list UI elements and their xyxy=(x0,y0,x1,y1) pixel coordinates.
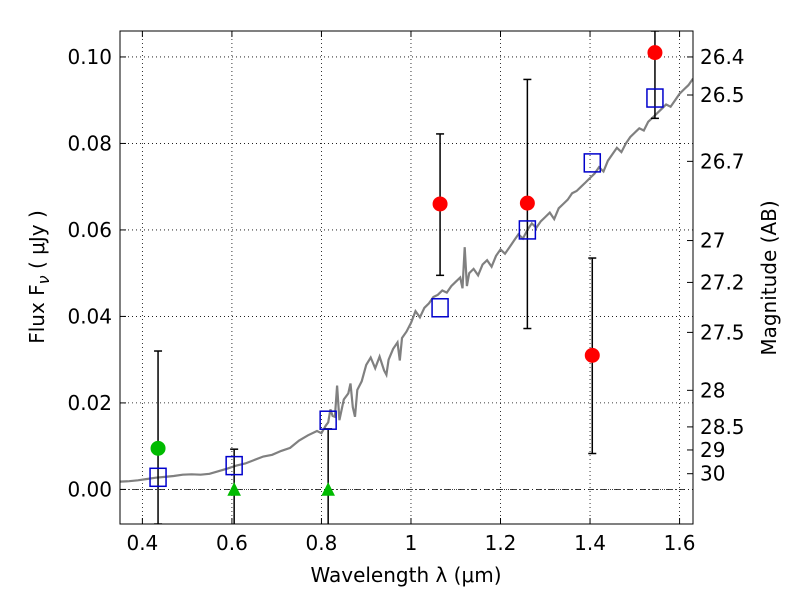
detection-point xyxy=(519,195,535,211)
model-photometry-square xyxy=(431,298,449,318)
y-axis-label-left: Flux Fν ( μJy ) xyxy=(25,210,53,344)
x-axis-label: Wavelength λ (μm) xyxy=(310,563,501,587)
detection-point xyxy=(584,347,600,363)
right-tick-label: 27 xyxy=(700,229,725,253)
y-tick-label: 0.00 xyxy=(67,477,112,501)
right-tick-label: 26.7 xyxy=(700,149,745,173)
model-photometry-square xyxy=(646,88,664,108)
y-tick-label: 0.10 xyxy=(67,45,112,69)
right-tick-label: 26.4 xyxy=(700,45,745,69)
upper-limit-triangle xyxy=(227,482,241,496)
right-tick-label: 28.5 xyxy=(700,415,745,439)
plot-frame xyxy=(119,30,694,525)
right-tick-label: 28 xyxy=(700,378,725,402)
x-tick-label: 1.6 xyxy=(664,531,696,555)
model-photometry-square xyxy=(149,467,167,488)
right-tick-label: 26.5 xyxy=(700,83,745,107)
model-photometry-square xyxy=(518,220,537,240)
right-tick-label: 30 xyxy=(700,462,725,486)
model-photometry-square xyxy=(319,410,337,430)
x-axis-ticks: 0.4 0.6 0.8 1 1.2 1.4 1.6 xyxy=(126,31,695,555)
detection-point xyxy=(647,45,663,61)
y-axis-ticks: 0.00 0.02 0.04 0.06 0.08 0.10 xyxy=(67,45,126,501)
model-photometry-square xyxy=(225,455,243,476)
y-tick-label: 0.02 xyxy=(67,391,112,415)
y-tick-label: 0.08 xyxy=(67,131,112,155)
y-tick-label: 0.04 xyxy=(67,304,112,328)
right-tick-label: 27.5 xyxy=(700,320,745,344)
x-tick-label: 1.2 xyxy=(485,531,517,555)
x-tick-label: 0.6 xyxy=(216,531,248,555)
plot-background xyxy=(120,31,693,524)
model-spectrum-line xyxy=(120,77,693,483)
green-point xyxy=(150,440,166,456)
x-tick-label: 0.8 xyxy=(306,531,338,555)
model-photometry-square xyxy=(583,153,602,173)
upper-limit-triangle xyxy=(321,482,335,496)
y-axis-label-right: Magnitude (AB) xyxy=(757,200,781,355)
x-tick-label: 0.4 xyxy=(126,531,158,555)
y-tick-label: 0.06 xyxy=(67,218,112,242)
right-tick-label: 27.2 xyxy=(700,270,745,294)
detection-point xyxy=(432,196,448,212)
markers xyxy=(149,45,664,496)
x-tick-label: 1 xyxy=(405,531,418,555)
x-tick-label: 1.4 xyxy=(574,531,606,555)
right-tick-label: 29 xyxy=(700,438,725,462)
